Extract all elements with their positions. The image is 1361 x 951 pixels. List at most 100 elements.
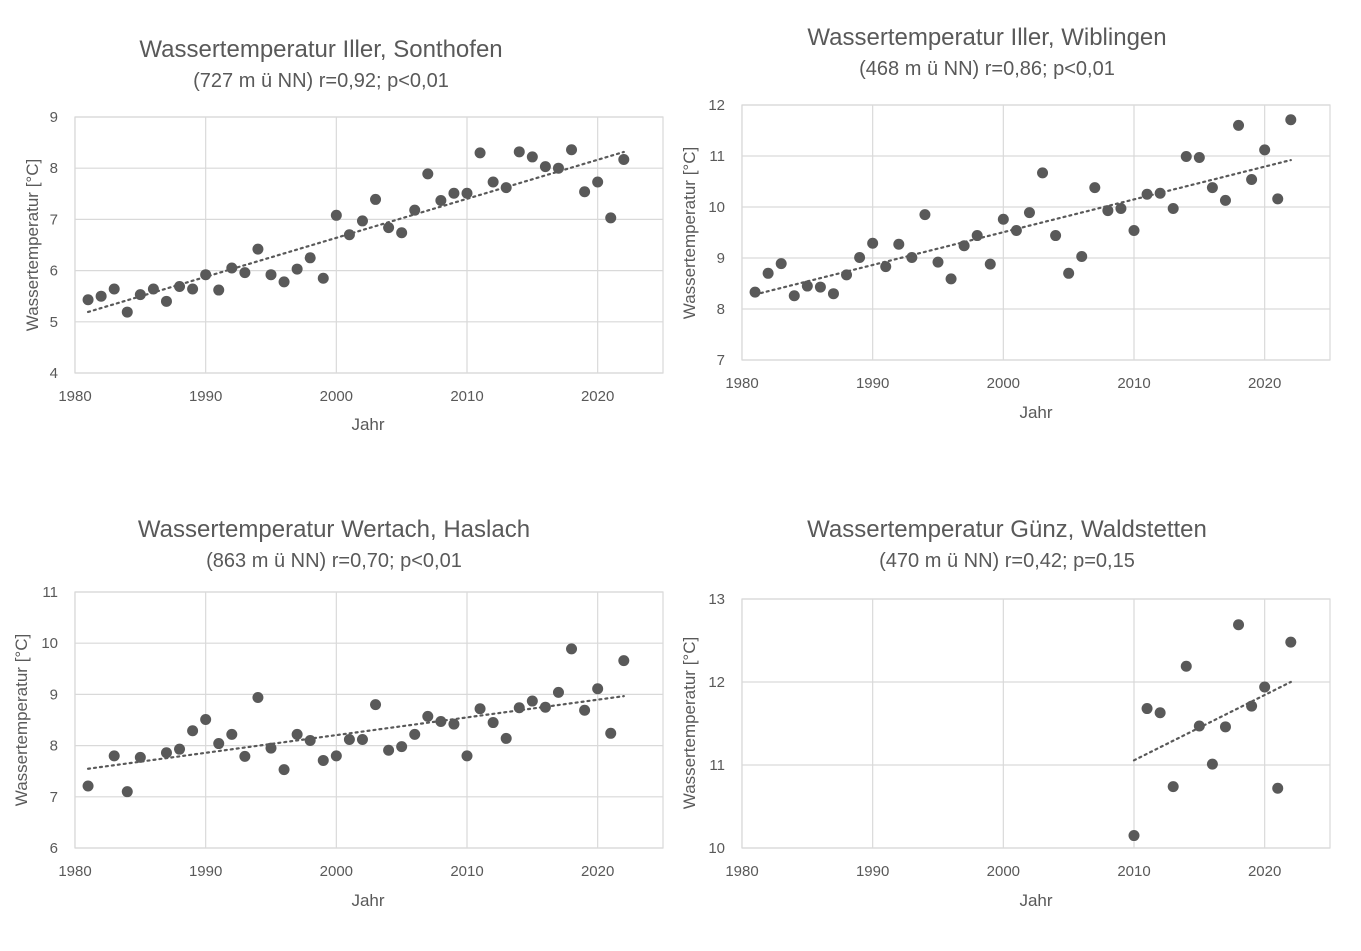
y-tick-label: 11	[709, 757, 725, 774]
data-point	[187, 283, 199, 295]
data-point	[304, 252, 316, 264]
data-point	[330, 209, 342, 221]
y-tick-label: 13	[708, 591, 725, 608]
y-tick-label: 9	[50, 109, 58, 126]
data-point	[304, 734, 316, 746]
y-tick-label: 12	[708, 674, 725, 691]
data-point	[1089, 182, 1101, 194]
data-point	[945, 273, 957, 285]
y-tick-label: 9	[717, 250, 725, 267]
chart-title: Wassertemperatur Iller, Sonthofen	[139, 36, 502, 63]
data-point	[487, 717, 499, 729]
data-point	[1272, 782, 1284, 794]
y-tick-label: 8	[50, 160, 58, 177]
data-point	[1246, 700, 1258, 712]
data-point	[213, 738, 225, 750]
y-tick-label: 10	[708, 199, 725, 216]
data-point	[919, 209, 931, 221]
data-point	[1050, 230, 1062, 242]
data-point	[174, 280, 186, 292]
data-point	[291, 263, 303, 275]
gridlines	[741, 598, 1331, 849]
data-point	[1115, 203, 1127, 215]
data-point	[1010, 224, 1022, 236]
data-point	[880, 261, 892, 273]
data-point	[95, 290, 107, 302]
y-tick-label: 7	[50, 211, 58, 228]
data-point	[1206, 182, 1218, 194]
data-point	[1180, 660, 1192, 672]
data-point	[827, 288, 839, 300]
data-point	[121, 306, 133, 318]
data-point	[1141, 188, 1153, 200]
data-point	[1193, 720, 1205, 732]
data-point	[566, 144, 578, 156]
x-tick-label: 1990	[189, 388, 222, 405]
data-point	[474, 147, 486, 159]
data-point	[1272, 193, 1284, 205]
y-tick-label: 7	[50, 789, 58, 806]
data-point	[958, 240, 970, 252]
y-tick-label: 10	[41, 635, 58, 652]
data-point	[1102, 205, 1114, 217]
data-point	[448, 718, 460, 730]
x-axis-label: Jahr	[351, 891, 384, 910]
x-tick-label: 2020	[581, 863, 614, 880]
data-point	[1285, 636, 1297, 648]
data-point	[147, 283, 159, 295]
x-tick-label: 2010	[1117, 375, 1150, 392]
data-point	[396, 741, 408, 753]
data-point	[867, 237, 879, 249]
data-point	[174, 743, 186, 755]
data-point	[108, 283, 120, 295]
data-point	[252, 243, 264, 255]
data-point	[291, 728, 303, 740]
chart-title: Wassertemperatur Iller, Wiblingen	[807, 24, 1166, 51]
data-point	[1219, 721, 1231, 733]
data-point	[513, 146, 525, 158]
data-point	[226, 728, 238, 740]
data-point	[592, 176, 604, 188]
x-tick-label: 2020	[1248, 375, 1281, 392]
trendline	[753, 158, 1292, 296]
data-point	[1233, 119, 1245, 131]
data-point	[265, 742, 277, 754]
data-point	[409, 728, 421, 740]
data-point	[82, 294, 94, 306]
data-point	[1128, 224, 1140, 236]
data-point	[134, 289, 146, 301]
data-point	[1154, 707, 1166, 719]
x-tick-label: 2000	[987, 375, 1020, 392]
x-tick-label: 2010	[1117, 863, 1150, 880]
data-point	[200, 713, 212, 725]
x-tick-label: 1980	[725, 375, 758, 392]
chart-subtitle: (468 m ü NN) r=0,86; p<0,01	[859, 58, 1115, 80]
data-point	[762, 267, 774, 279]
data-point	[448, 187, 460, 199]
data-point	[539, 161, 551, 173]
chart-subtitle: (727 m ü NN) r=0,92; p<0,01	[193, 70, 449, 92]
data-point	[1259, 144, 1271, 156]
trendline	[86, 695, 625, 770]
chart-title: Wassertemperatur Wertach, Haslach	[138, 516, 530, 543]
data-point	[984, 258, 996, 270]
data-point	[278, 764, 290, 776]
data-point	[317, 754, 329, 766]
data-point	[1023, 207, 1035, 219]
x-tick-label: 1990	[856, 375, 889, 392]
data-point	[579, 704, 591, 716]
y-axis-label: Wassertemperatur [°C]	[12, 634, 31, 806]
panel-wiblingen: Wassertemperatur Iller, Wiblingen (468 m…	[680, 24, 1331, 422]
data-point	[252, 691, 264, 703]
x-tick-label: 1990	[189, 863, 222, 880]
data-point	[278, 276, 290, 288]
data-point	[343, 229, 355, 241]
x-axis-label: Jahr	[1019, 891, 1052, 910]
x-tick-label: 2010	[450, 388, 483, 405]
data-point	[539, 701, 551, 713]
data-point	[605, 727, 617, 739]
data-point	[1285, 114, 1297, 126]
x-tick-label: 2000	[320, 863, 353, 880]
data-point	[461, 187, 473, 199]
